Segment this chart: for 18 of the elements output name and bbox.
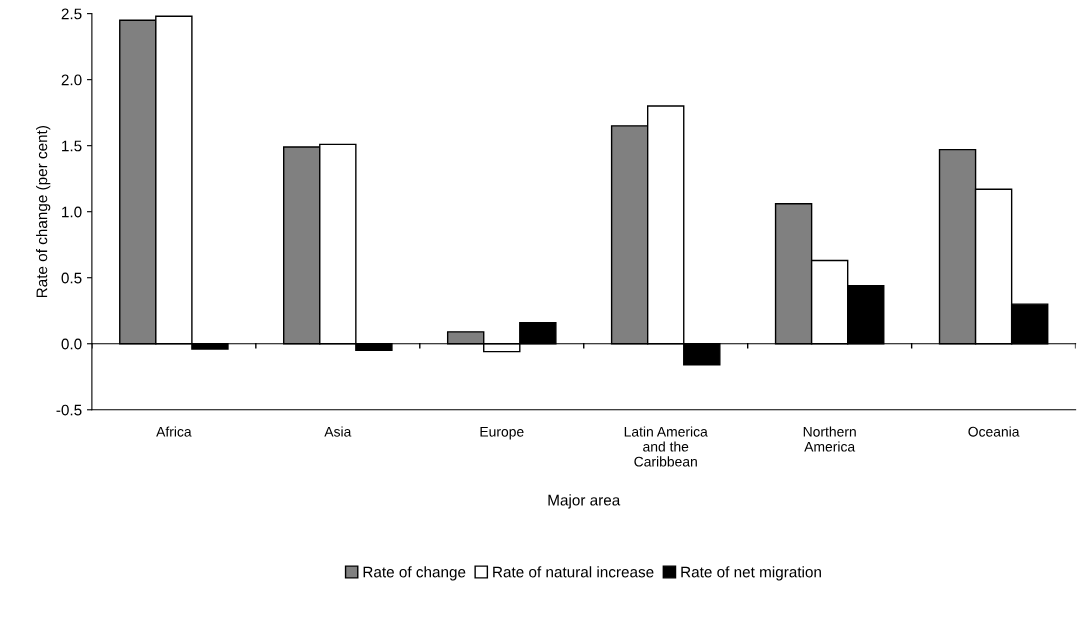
x-tick-label: Oceania [968, 426, 1020, 437]
y-tick-label: 1.0 [62, 206, 82, 218]
y-tick-label: 2.5 [61, 8, 82, 20]
y-tick-label: 0.0 [61, 338, 82, 350]
y-axis-title: Rate of change (per cent) [36, 126, 51, 298]
x-tick-label: Northern America [803, 426, 856, 452]
y-tick-label: 1.5 [62, 140, 82, 152]
legend-label: Rate of natural increase [493, 566, 654, 578]
y-tick-label: -0.5 [56, 404, 82, 416]
y-tick-label: 0.5 [61, 272, 82, 284]
x-tick-label: Asia [324, 426, 352, 437]
y-tick-label: 2.0 [61, 74, 82, 86]
legend-label: Rate of net migration [681, 566, 821, 581]
x-tick-label: Latin America and the Caribbean [624, 426, 708, 467]
legend-label: Rate of change [363, 566, 466, 581]
x-axis-title: Major area [548, 494, 621, 509]
x-tick-label: Africa [156, 426, 192, 437]
x-tick-label: Europe [480, 426, 524, 440]
